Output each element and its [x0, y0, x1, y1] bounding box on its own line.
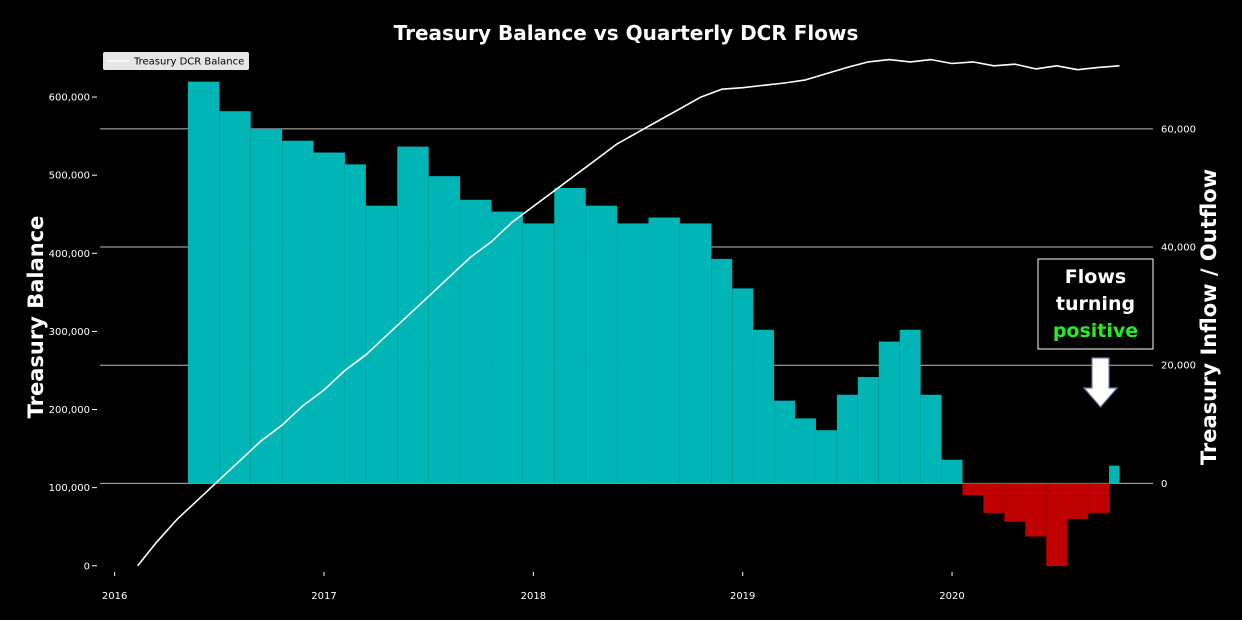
right-axis-ticks: 0 20,000 40,000 60,000: [1161, 124, 1196, 489]
flow-bar: [815, 430, 837, 484]
flow-bar: [428, 176, 461, 484]
y-right-tick-label: 40,000: [1161, 243, 1196, 254]
left-axis-title: Treasury Balance: [24, 216, 48, 419]
flow-bar: [1046, 483, 1068, 567]
flow-bar: [554, 187, 586, 484]
x-tick-label: 2020: [939, 591, 964, 602]
flow-bar: [1025, 483, 1047, 537]
y-left-tick-label: 400,000: [49, 249, 90, 260]
flow-bar: [219, 111, 251, 484]
flow-bar: [522, 223, 555, 484]
y-left-tick-label: 600,000: [49, 93, 90, 104]
flow-bar: [1088, 483, 1110, 513]
flow-bar: [1004, 483, 1026, 522]
flow-bar: [878, 341, 900, 484]
x-tick-label: 2018: [521, 591, 546, 602]
flow-bar: [983, 483, 1005, 513]
annotation-line-1: Flows: [1065, 266, 1126, 288]
annotation-line-3: positive: [1053, 320, 1138, 342]
flow-bar: [491, 211, 523, 484]
legend: Treasury DCR Balance: [103, 52, 249, 70]
flow-bar: [648, 217, 680, 484]
x-axis-ticks: 2016 2017 2018 2019 2020: [102, 572, 965, 602]
flow-bar: [774, 400, 796, 484]
annotation-frame: [1037, 258, 1154, 350]
legend-box: [103, 52, 249, 70]
y-right-tick-label: 60,000: [1161, 124, 1196, 135]
flow-bar: [941, 459, 963, 484]
flow-bar: [899, 329, 921, 484]
flow-bar: [282, 140, 314, 484]
flow-bar: [187, 81, 220, 484]
down-arrow-icon: [1082, 357, 1119, 408]
flow-bar: [920, 394, 942, 484]
chart-title: Treasury Balance vs Quarterly DCR Flows: [394, 21, 859, 45]
treasury-balance-line: [137, 58, 1120, 567]
flow-bar: [857, 377, 879, 484]
flow-bar: [250, 128, 283, 484]
flow-bar: [1067, 483, 1089, 519]
annotation-box: Flows turning positive: [1037, 258, 1154, 408]
flow-bar: [962, 483, 984, 496]
x-tick-label: 2019: [730, 591, 755, 602]
flow-bar: [711, 258, 733, 484]
y-left-tick-label: 500,000: [49, 171, 90, 182]
flow-bar: [753, 329, 775, 484]
right-axis-title: Treasury Inflow / Outflow: [1197, 169, 1221, 465]
y-left-tick-label: 200,000: [49, 405, 90, 416]
flow-bar: [344, 164, 366, 484]
flow-bar: [617, 223, 649, 484]
y-left-tick-label: 0: [84, 561, 90, 572]
flow-bar: [460, 199, 492, 484]
flow-bar: [585, 205, 618, 484]
flow-bar: [397, 146, 429, 484]
y-right-tick-label: 20,000: [1161, 361, 1196, 372]
flow-bar: [365, 205, 398, 484]
left-axis-ticks: 0 100,000 200,000 300,000 400,000 500,000 600,…: [49, 93, 97, 572]
flow-bar: [732, 288, 754, 484]
y-left-tick-label: 100,000: [49, 483, 90, 494]
legend-label: Treasury DCR Balance: [133, 57, 244, 68]
y-right-tick-label: 0: [1161, 479, 1167, 490]
flow-bar: [795, 418, 816, 484]
y-left-tick-label: 300,000: [49, 327, 90, 338]
x-tick-label: 2016: [102, 591, 127, 602]
x-tick-label: 2017: [311, 591, 336, 602]
flow-bar: [1109, 465, 1120, 484]
flow-bar: [313, 152, 345, 484]
flows-series: [187, 81, 1120, 567]
annotation-line-2: turning: [1056, 293, 1135, 315]
flow-bar: [836, 394, 858, 484]
flow-bar: [679, 223, 712, 484]
